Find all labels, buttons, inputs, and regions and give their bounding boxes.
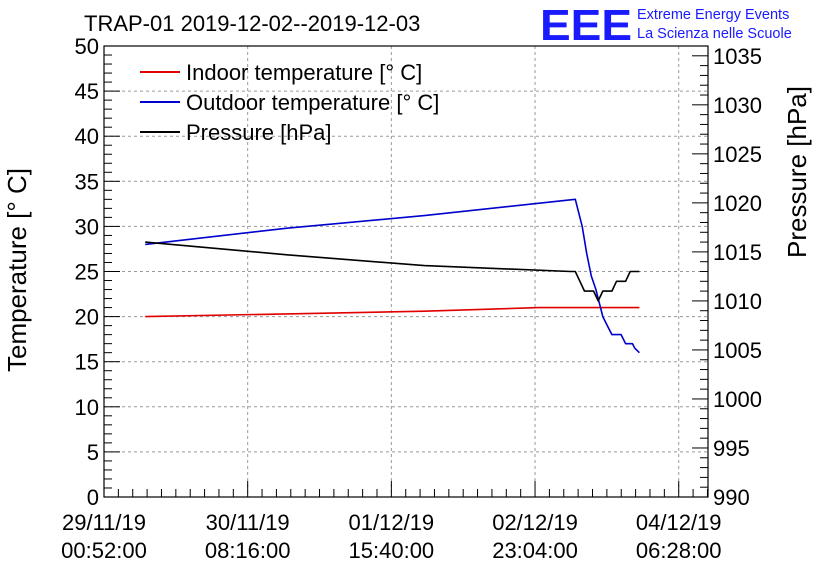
x-tick-date: 02/12/19: [492, 510, 578, 535]
x-tick-time: 23:04:00: [492, 538, 578, 563]
right-tick-label: 1030: [713, 93, 762, 118]
right-tick-label: 1035: [713, 44, 762, 69]
x-tick-time: 06:28:00: [636, 538, 722, 563]
left-tick-label: 20: [75, 305, 99, 330]
legend-outdoor-label: Outdoor temperature [° C]: [186, 90, 439, 115]
right-tick-label: 1025: [713, 142, 762, 167]
left-tick-label: 40: [75, 124, 99, 149]
left-tick-label: 5: [87, 440, 99, 465]
brand-line-1: Extreme Energy Events: [637, 7, 789, 23]
pressure-line: [145, 241, 640, 302]
outdoor-temperature-line: [145, 198, 640, 354]
left-tick-label: 10: [75, 395, 99, 420]
left-tick-label: 30: [75, 214, 99, 239]
right-tick-label: 995: [713, 436, 750, 461]
left-tick-label: 0: [87, 485, 99, 510]
x-tick-date: 29/11/19: [62, 510, 146, 535]
right-axis-tick-labels: 990 995 1000 1005 1010 1015 1020 1025 1030 1035: [713, 44, 762, 510]
left-tick-label: 25: [75, 260, 99, 285]
x-tick-date: 04/12/19: [636, 510, 722, 535]
right-tick-label: 1020: [713, 191, 762, 216]
chart-title: TRAP-01 2019-12-02--2019-12-03: [84, 11, 420, 36]
right-tick-label: 1010: [713, 289, 762, 314]
x-axis-tick-labels: 29/11/19 00:52:00 30/11/19 08:16:00 01/12/19…: [61, 510, 721, 563]
legend-indoor-label: Indoor temperature [° C]: [186, 60, 422, 85]
right-tick-label: 1005: [713, 338, 762, 363]
right-axis-title: Pressure [hPa]: [782, 86, 812, 258]
indoor-temperature-line: [145, 306, 640, 318]
left-tick-label: 50: [75, 34, 99, 59]
grid: [104, 46, 708, 497]
left-axis-title: Temperature [° C]: [2, 168, 32, 372]
brand-line-2: La Scienza nelle Scuole: [637, 26, 792, 42]
left-tick-label: 35: [75, 169, 99, 194]
legend: Indoor temperature [° C] Outdoor tempera…: [140, 60, 439, 145]
legend-pressure-label: Pressure [hPa]: [186, 120, 332, 145]
eee-logo: EEE: [540, 1, 632, 50]
left-axis-tick-labels: 0 5 10 15 20 25 30 35 40 45 50: [75, 34, 99, 510]
x-tick-time: 00:52:00: [61, 538, 147, 563]
x-tick-date: 01/12/19: [349, 510, 435, 535]
right-tick-label: 990: [713, 485, 750, 510]
x-tick-date: 30/11/19: [206, 510, 290, 535]
series-lines: [145, 198, 640, 354]
right-tick-label: 1015: [713, 240, 762, 265]
left-tick-label: 15: [75, 350, 99, 375]
axis-ticks: [103, 45, 708, 498]
left-tick-label: 45: [75, 79, 99, 104]
right-tick-label: 1000: [713, 387, 762, 412]
x-tick-time: 08:16:00: [205, 538, 291, 563]
x-tick-time: 15:40:00: [349, 538, 435, 563]
